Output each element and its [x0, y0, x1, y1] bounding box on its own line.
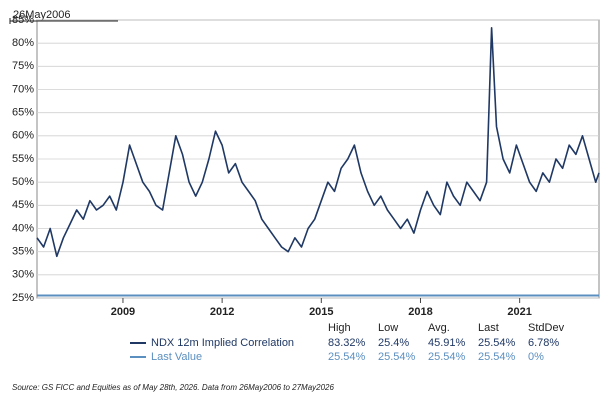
y-tick-label: 75%	[12, 60, 34, 72]
stats-value: 83.32%	[328, 337, 366, 349]
y-tick-label: 45%	[12, 199, 34, 211]
y-tick-label: 25%	[12, 292, 34, 304]
y-tick-label: 65%	[12, 107, 34, 119]
stats-value: 25.54%	[428, 351, 466, 363]
y-tick-label: 30%	[12, 269, 34, 281]
stats-header: Last	[478, 322, 499, 334]
stats-value: 25.54%	[478, 337, 516, 349]
stats-header: Avg.	[428, 322, 450, 334]
series-line	[36, 27, 600, 258]
stats-header: Low	[378, 322, 398, 334]
stats-value: 25.54%	[328, 351, 366, 363]
source-note: Source: GS FICC and Equities as of May 2…	[12, 383, 335, 392]
x-tick-label: 2009	[111, 306, 135, 318]
y-tick-label: 70%	[12, 83, 34, 95]
y-tick-label: 55%	[12, 153, 34, 165]
legend-label: NDX 12m Implied Correlation	[151, 337, 294, 349]
stats-value: 25.54%	[378, 351, 416, 363]
stats-value: 45.91%	[428, 337, 466, 349]
x-tick-label: 2015	[309, 306, 333, 318]
x-tick-label: 2018	[408, 306, 432, 318]
stats-header: StdDev	[528, 322, 565, 334]
y-tick-label: 40%	[12, 222, 34, 234]
stats-value: 25.54%	[478, 351, 516, 363]
y-tick-label: 60%	[12, 130, 34, 142]
stats-value: 6.78%	[528, 337, 559, 349]
stats-value: 0%	[528, 351, 544, 363]
y-tick-label: 80%	[12, 37, 34, 49]
stats-header: High	[328, 322, 351, 334]
y-tick-label: 35%	[12, 246, 34, 258]
y-tick-label: 50%	[12, 176, 34, 188]
range-label: 26May2006	[13, 9, 71, 21]
y-tick-label: 85%	[12, 14, 34, 26]
x-tick-label: 2021	[507, 306, 531, 318]
x-tick-label: 2012	[210, 306, 234, 318]
stats-value: 25.4%	[378, 337, 409, 349]
legend-label: Last Value	[151, 351, 202, 363]
